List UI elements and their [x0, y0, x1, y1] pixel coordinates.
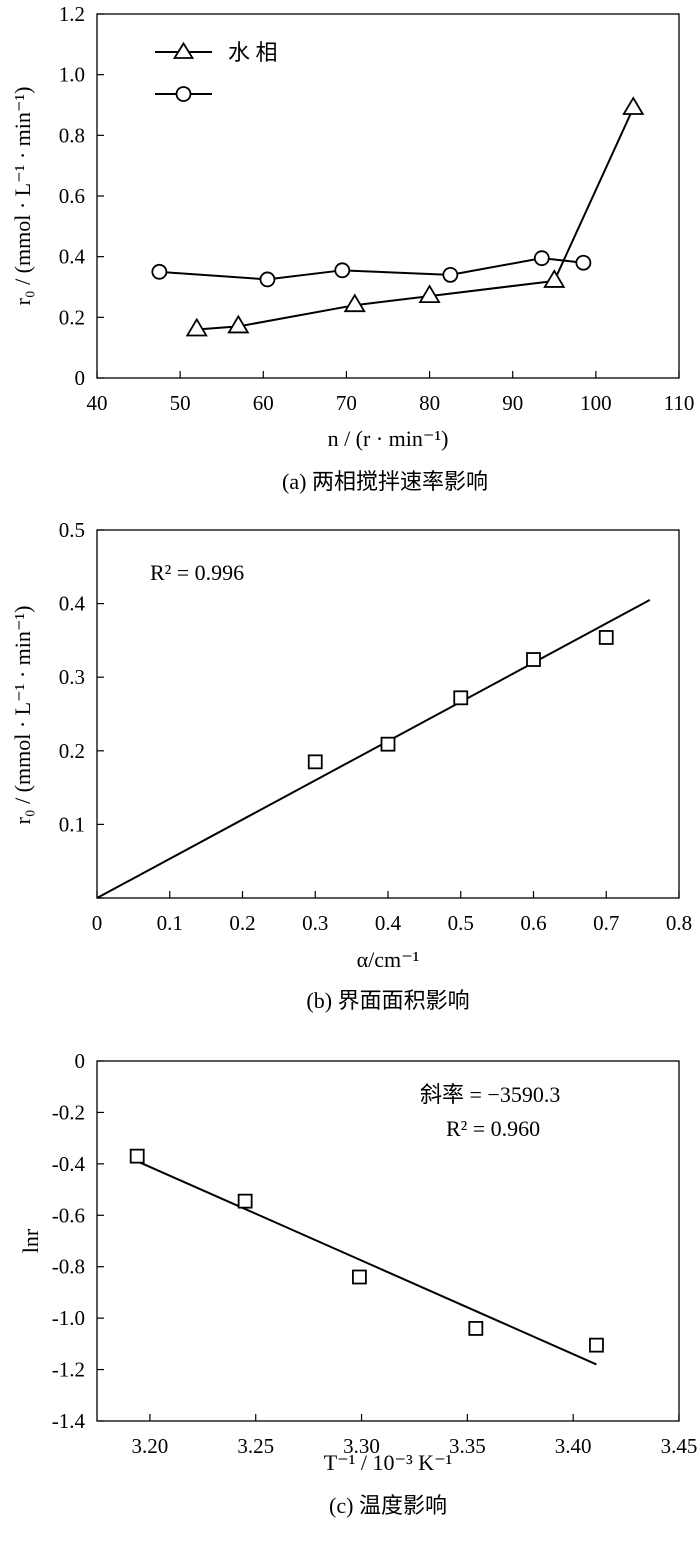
chart-b-ylabel: r₀ / (mmol · L⁻¹ · min⁻¹) [10, 606, 35, 825]
data-point-triangle [418, 284, 441, 304]
x-tick-label: 0.8 [666, 911, 692, 935]
chart-c-frame [96, 1060, 680, 1422]
x-tick-label: 110 [664, 391, 695, 415]
data-point-square [526, 652, 541, 667]
chart-a: 0 0.2 0.4 0.6 0.8 1.0 1.2 40 50 60 70 80 90 100 110 水… [10, 2, 694, 494]
y-tick-label: -1.0 [52, 1306, 85, 1330]
data-point-circle [151, 263, 168, 280]
x-tick-label: 0.4 [375, 911, 402, 935]
x-tick-label: 3.45 [661, 1434, 698, 1458]
chart-a-caption: (a) 两相搅拌速率影响 [282, 469, 488, 494]
chart-a-frame [96, 13, 680, 379]
x-tick-label: 3.30 [343, 1434, 380, 1458]
chart-c-caption: (c) 温度影响 [329, 1493, 447, 1518]
x-tick-label: 3.35 [449, 1434, 486, 1458]
data-point-square [129, 1148, 145, 1164]
legend-label-water: 水 相 [228, 40, 278, 65]
y-tick-label: 0.3 [59, 665, 85, 689]
x-tick-label: 40 [87, 391, 108, 415]
x-tick-label: 3.20 [132, 1434, 169, 1458]
chart-c-annotation-slope: 斜率 = −3590.3 [420, 1082, 560, 1107]
x-tick-label: 0.2 [229, 911, 255, 935]
data-point-triangle [622, 96, 645, 115]
y-tick-label: -0.8 [52, 1255, 85, 1279]
x-tick-label: 0.1 [157, 911, 183, 935]
y-tick-label: 0 [75, 366, 86, 390]
data-point-square [237, 1193, 253, 1209]
y-tick-label: -0.6 [52, 1203, 85, 1227]
legend-marker-circle [175, 86, 192, 102]
chart-b-frame [96, 529, 680, 899]
y-tick-label: 0.2 [59, 305, 85, 329]
x-tick-label: 0 [92, 911, 103, 935]
data-point-triangle [343, 293, 366, 313]
data-point-circle [442, 266, 459, 283]
y-tick-label: 0.2 [59, 739, 85, 763]
chart-a-ylabel: r₀ / (mmol · L⁻¹ · min⁻¹) [10, 87, 35, 306]
chart-b-xlabel: α/cm⁻¹ [357, 947, 420, 972]
data-point-circle [575, 254, 592, 271]
data-point-square [352, 1269, 367, 1285]
chart-c-annotation-r2: R² = 0.960 [446, 1116, 540, 1141]
y-tick-label: 1.0 [59, 63, 85, 87]
x-tick-label: 50 [170, 391, 191, 415]
y-tick-label: 1.2 [59, 2, 85, 26]
x-tick-label: 3.25 [237, 1434, 274, 1458]
y-tick-label: -1.2 [52, 1358, 85, 1382]
data-point-triangle [227, 314, 250, 334]
data-point-circle [533, 250, 550, 267]
data-point-circle [334, 262, 351, 279]
chart-b: 0.1 0.2 0.3 0.4 0.5 0 0.1 0.2 0.3 0.4 0.5 0.6 0.7 0.… [10, 518, 692, 1013]
y-tick-label: -1.4 [52, 1409, 86, 1433]
data-point-square [598, 630, 614, 645]
chart-c-xlabel: T⁻¹ / 10⁻³ K⁻¹ [324, 1450, 453, 1475]
chart-b-annotation: R² = 0.996 [150, 560, 244, 585]
fit-line [136, 1160, 597, 1366]
x-tick-label: 0.3 [302, 911, 328, 935]
chart-c: 0 -0.2 -0.4 -0.6 -0.8 -1.0 -1.2 -1.4 3.20 3.25 3.… [18, 1049, 697, 1518]
y-tick-label: 0.4 [59, 592, 86, 616]
series-line [196, 107, 635, 331]
chart-b-caption: (b) 界面面积影响 [306, 988, 469, 1013]
legend: 水 相 [155, 40, 278, 102]
data-point-square [380, 736, 396, 752]
data-point-square [589, 1337, 604, 1353]
series-line [159, 257, 584, 281]
chart-c-ylabel: lnr [18, 1228, 43, 1253]
y-tick-label: 0.5 [59, 518, 85, 542]
x-tick-label: 70 [336, 391, 357, 415]
data-point-square [453, 690, 469, 706]
y-tick-label: 0.4 [59, 245, 86, 269]
y-tick-label: -0.2 [52, 1100, 85, 1124]
x-tick-label: 3.40 [555, 1434, 592, 1458]
x-tick-label: 0.7 [593, 911, 619, 935]
x-tick-label: 80 [419, 391, 440, 415]
y-tick-label: 0 [75, 1049, 86, 1073]
legend-marker-triangle [172, 41, 195, 59]
x-tick-label: 0.6 [520, 911, 546, 935]
data-point-square [307, 754, 323, 770]
data-point-triangle [543, 269, 566, 288]
y-tick-label: -0.4 [52, 1152, 86, 1176]
chart-a-xlabel: n / (r · min⁻¹) [328, 426, 449, 451]
y-tick-label: 0.8 [59, 123, 85, 147]
x-tick-label: 60 [253, 391, 274, 415]
x-tick-label: 90 [502, 391, 523, 415]
x-tick-label: 0.5 [448, 911, 474, 935]
y-tick-label: 0.1 [59, 812, 85, 836]
fit-line [96, 599, 651, 899]
x-tick-label: 100 [580, 391, 612, 415]
data-point-square [468, 1321, 484, 1336]
data-point-triangle [185, 317, 208, 337]
y-tick-label: 0.6 [59, 184, 85, 208]
data-point-circle [259, 271, 276, 288]
